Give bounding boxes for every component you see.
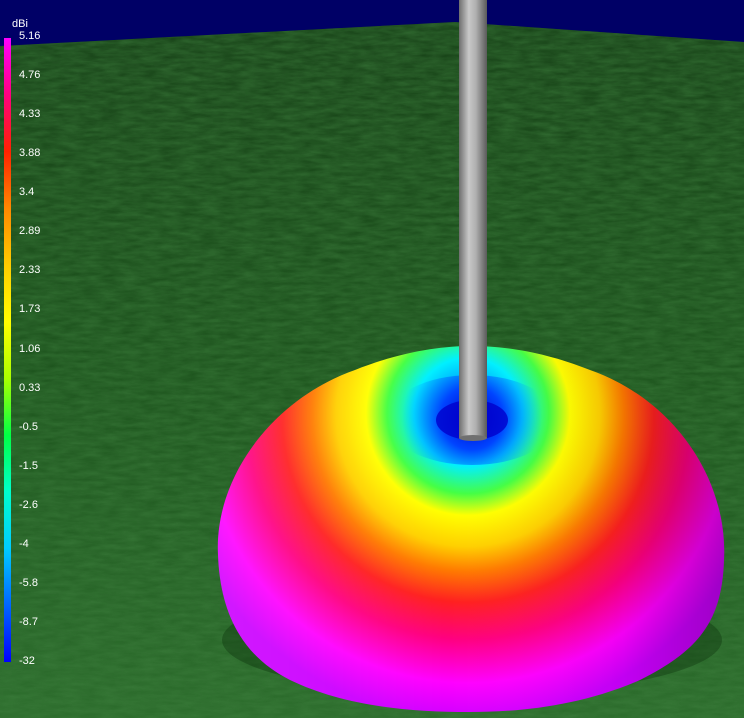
antenna-mast[interactable] xyxy=(459,0,487,438)
legend-tick-label: 3.4 xyxy=(19,186,35,199)
legend-tick-label: -4 xyxy=(19,537,29,550)
legend-tick-label: -5.8 xyxy=(19,576,38,589)
legend-tick-label: 4.76 xyxy=(19,69,41,82)
legend-tick-label: -32 xyxy=(19,655,35,667)
legend-tick-label: -1.5 xyxy=(19,459,38,472)
legend-tick-label: 1.06 xyxy=(19,342,41,355)
color-legend: dBi 5.16 4.76 4.33 3.88 3.4 2.89 2.33 1.73 1.06 0… xyxy=(0,0,60,680)
legend-color-bar xyxy=(4,38,11,662)
legend-tick-label: -2.6 xyxy=(19,498,38,511)
legend-tick-label: 3.88 xyxy=(19,147,41,160)
legend-tick-label: -0.5 xyxy=(19,420,38,433)
legend-tick-label: 0.33 xyxy=(19,381,41,394)
legend-tick-label: 2.33 xyxy=(19,264,41,277)
legend-tick-label: 4.33 xyxy=(19,108,41,121)
legend-unit-label: dBi xyxy=(12,18,28,30)
dome-shading xyxy=(217,346,725,712)
legend-tick-label: 5.16 xyxy=(19,30,41,42)
legend-tick-label: 2.89 xyxy=(19,225,41,238)
legend-tick-label: -8.7 xyxy=(19,615,38,628)
antenna-mast-base xyxy=(459,435,487,441)
legend-tick-label: 1.73 xyxy=(19,303,41,316)
